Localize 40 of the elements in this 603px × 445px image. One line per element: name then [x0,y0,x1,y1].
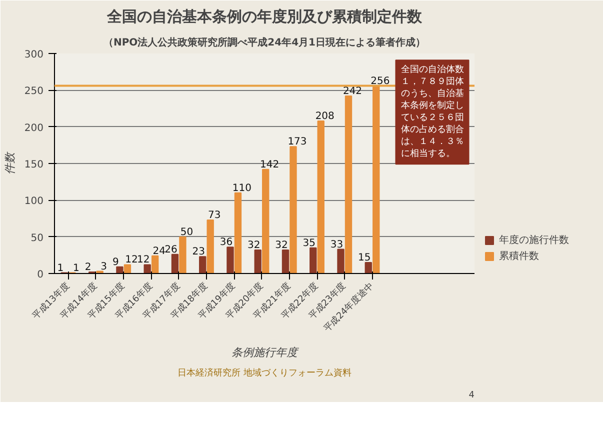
data-label: 24 [152,246,166,257]
data-label: 50 [180,226,194,238]
data-label: 23 [192,246,205,258]
y-tick-label: 250 [24,86,44,98]
y-tick-label: 100 [24,196,44,208]
data-label: 173 [288,136,307,148]
legend-label: 累積件数 [499,250,539,263]
y-axis-title: 件数 [3,152,16,174]
data-label: 142 [260,159,280,170]
text: 日本経済研究所 地域づくりフォーラム資料 [178,368,352,378]
data-label: 208 [315,110,334,122]
data-label: 242 [342,86,362,98]
data-label: 9 [112,256,119,268]
data-label: 73 [208,210,221,221]
y-tick-label: 0 [37,270,44,280]
y-tick-label: 200 [24,122,44,134]
chart-title: 全国の自治基本条例の年度別及び累積制定件数 [106,8,423,26]
data-label: 3 [100,261,108,272]
y-tick-label: 150 [24,160,44,170]
data-label: 1 [57,262,64,274]
data-label: 32 [275,240,288,252]
text: 全国の自治体数１，７８９団体のうち、自治基本条例を制定している２５６団体の占める割合は、１４．３％に相当する。 [400,64,464,160]
data-label: 15 [358,252,371,264]
chart-subtitle: （NPO法人公共政策研究所調べ平成24年4月1日現在による筆者作成） [103,36,426,48]
data-label: 256 [370,76,390,87]
y-tick-label: 300 [24,50,44,60]
data-label: 33 [330,239,344,250]
text: 4 [468,390,475,400]
data-label: 2 [84,262,92,274]
data-label: 32 [248,240,260,252]
data-label: 12 [136,254,150,266]
data-label: 1 [73,262,80,274]
data-label: 35 [302,238,316,249]
data-label: 110 [232,182,252,194]
data-label: 12 [125,254,138,266]
legend-label: 年度の施行件数 [499,234,569,247]
y-tick-label: 50 [30,232,44,244]
data-label: 36 [220,237,233,248]
x-axis-title: 条例施行年度 [232,346,300,359]
data-label: 26 [164,244,178,256]
